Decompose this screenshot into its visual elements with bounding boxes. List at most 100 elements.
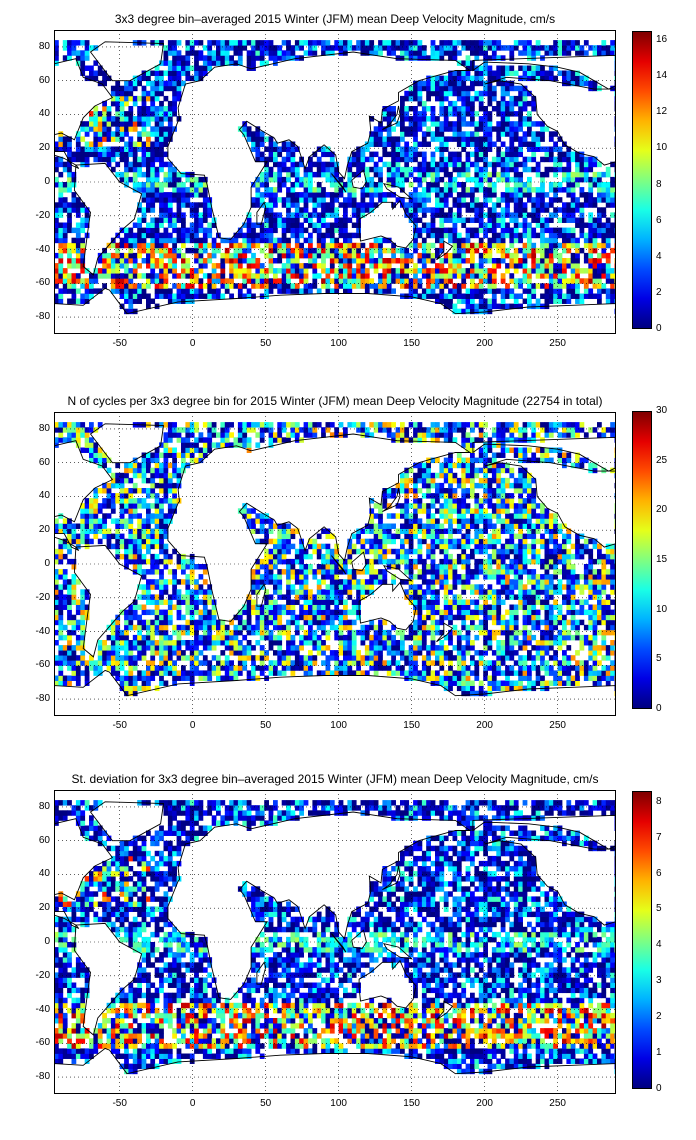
bin-cell [154, 75, 160, 82]
bin-cell [163, 242, 169, 249]
bin-cell [211, 604, 217, 610]
coastline [54, 151, 80, 169]
bin-cell [115, 161, 121, 168]
bin-cell [264, 146, 269, 152]
bin-cell [146, 298, 151, 304]
bin-cell [544, 45, 550, 51]
bin-cell [185, 609, 191, 616]
bin-cell [601, 50, 607, 56]
x-tick-label: 200 [476, 338, 493, 349]
bin-cell [80, 55, 86, 61]
bin-cell [71, 293, 77, 299]
bin-cell [334, 217, 340, 223]
bin-cell [496, 121, 502, 127]
bin-cell [413, 247, 418, 254]
bin-cell [592, 45, 598, 51]
bin-cell [246, 640, 252, 646]
bin-cell [461, 283, 467, 289]
bin-cell [181, 670, 186, 676]
bin-cell [163, 252, 169, 259]
bin-cell [273, 202, 278, 208]
bin-cell [474, 121, 480, 127]
bin-cell [268, 227, 274, 234]
bin-cell [360, 40, 366, 46]
bin-cell [80, 655, 86, 661]
bin-cell [566, 232, 572, 239]
bin-cell [62, 660, 68, 666]
bin-cell [67, 665, 72, 671]
bin-cell [58, 548, 64, 555]
bin-cell [110, 90, 116, 97]
bin-cell [167, 594, 173, 600]
bin-cell [351, 207, 357, 213]
bin-cell [119, 278, 125, 284]
bin-cell [102, 482, 107, 489]
bin-cell [211, 252, 217, 259]
bin-cell [159, 462, 164, 469]
bin-cell [487, 146, 493, 152]
bin-cell [194, 176, 199, 183]
bin-cell [557, 187, 563, 193]
bin-cell [408, 121, 414, 127]
bin-cell [505, 247, 510, 254]
bin-cell [172, 482, 177, 489]
bin-cell [159, 278, 164, 284]
bin-cell [246, 247, 252, 254]
bin-cell [128, 523, 134, 529]
bin-cell [404, 273, 410, 279]
bin-cell [426, 273, 431, 279]
bin-cell [246, 40, 252, 46]
bin-cell [242, 655, 248, 661]
bin-cell [308, 40, 313, 46]
bin-cell [448, 252, 453, 259]
bin-cell [141, 477, 147, 484]
bin-cell [115, 80, 121, 87]
bin-cell [185, 599, 191, 605]
bin-cell [487, 90, 493, 97]
bin-cell [89, 65, 94, 71]
bin-cell [229, 665, 234, 671]
bin-cell [246, 624, 252, 631]
bin-cell [483, 126, 488, 132]
bin-cell [132, 187, 138, 193]
bin-cell [522, 121, 528, 127]
bin-cell [448, 273, 453, 279]
bin-cell [132, 121, 138, 127]
bin-cell [216, 655, 221, 661]
bin-cell [303, 247, 309, 254]
bin-cell [404, 207, 410, 213]
bin-cell [500, 273, 506, 279]
bin-cell [557, 197, 563, 203]
bin-cell [58, 293, 64, 299]
bin-cell [369, 202, 375, 208]
bin-cell [150, 564, 156, 570]
bin-cell [544, 227, 550, 234]
bin-cell [71, 619, 77, 626]
bin-cell [369, 45, 375, 51]
bin-cell [535, 283, 541, 289]
bin-cell [522, 192, 528, 198]
bin-cell [334, 237, 340, 244]
bin-cell [115, 258, 121, 264]
bin-cell [294, 146, 300, 152]
bin-cell [513, 303, 519, 310]
bin-cell [141, 161, 147, 168]
bin-cell [588, 176, 594, 183]
bin-cell [172, 237, 177, 244]
bin-cell [286, 212, 291, 218]
bin-cell [181, 242, 186, 249]
bin-cell [452, 237, 458, 244]
bin-cell [299, 192, 304, 198]
bin-cell [124, 645, 129, 651]
bin-cell [150, 197, 156, 203]
bin-cell [185, 645, 191, 651]
bin-cell [172, 182, 177, 188]
bin-cell [325, 212, 331, 218]
bin-cell [456, 197, 462, 203]
bin-cell [97, 111, 103, 117]
bin-cell [97, 288, 103, 294]
bin-cell [601, 197, 607, 203]
bin-cell [54, 222, 59, 228]
bin-cell [146, 558, 151, 565]
bin-cell [89, 523, 94, 529]
